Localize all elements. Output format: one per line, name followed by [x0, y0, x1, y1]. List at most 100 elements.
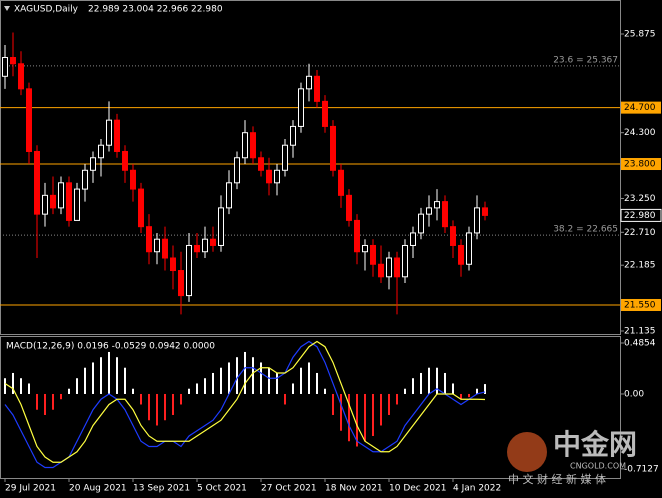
histogram-bar — [228, 362, 230, 394]
candle-body — [210, 238, 216, 246]
histogram-bar — [380, 393, 382, 426]
candle-body — [130, 169, 136, 190]
candle-body — [362, 244, 368, 253]
histogram-bar — [260, 362, 262, 394]
histogram-bar — [252, 357, 254, 394]
candle-body — [34, 150, 40, 215]
candle-body — [458, 244, 464, 265]
x-tick-label: 20 Aug 2021 — [69, 484, 127, 494]
candle-body — [418, 213, 424, 234]
candle-body — [346, 194, 352, 221]
candle-body — [90, 157, 96, 171]
y-tick-label: 21.135 — [624, 326, 656, 336]
histogram-bar — [188, 388, 190, 394]
histogram-bar — [444, 372, 446, 394]
candle-body — [82, 169, 88, 190]
histogram-bar — [44, 393, 46, 415]
candle-body — [18, 63, 24, 90]
histogram-bar — [356, 393, 358, 447]
histogram-bar — [436, 367, 438, 394]
candle-body — [170, 257, 176, 272]
candle-body — [378, 263, 384, 278]
histogram-bar — [220, 367, 222, 394]
fib-label: 38.2 = 22.665 — [553, 225, 618, 235]
x-tick-label: 27 Oct 2021 — [261, 484, 317, 494]
candle-body — [74, 188, 80, 221]
price-label: 22.980 — [624, 211, 656, 221]
histogram-bar — [268, 367, 270, 394]
candle-body — [338, 169, 344, 196]
histogram-bar — [332, 393, 334, 415]
histogram-bar — [476, 388, 478, 394]
slogan: 中 文 财 经 新 媒 体 — [508, 472, 606, 486]
histogram-bar — [484, 384, 486, 394]
candle-body — [106, 119, 112, 146]
histogram-bar — [28, 383, 30, 394]
histogram-bar — [292, 383, 294, 394]
x-tick-label: 4 Jan 2022 — [453, 484, 501, 494]
histogram-bar — [180, 393, 182, 405]
histogram-bar — [324, 388, 326, 394]
histogram-bar — [140, 393, 142, 405]
candle-body — [66, 182, 72, 221]
x-tick-label: 10 Dec 2021 — [389, 484, 447, 494]
histogram-bar — [196, 383, 198, 394]
histogram-bar — [420, 372, 422, 394]
y-tick-label: 0.00 — [624, 389, 644, 399]
candle-body — [154, 238, 160, 253]
histogram-bar — [84, 367, 86, 394]
candle-body — [218, 207, 224, 246]
candle-body — [2, 57, 8, 77]
histogram-bar — [100, 357, 102, 394]
level-label: 21.550 — [624, 300, 656, 310]
candle-body — [386, 257, 392, 278]
histogram-bar — [132, 388, 134, 394]
histogram-bar — [68, 388, 70, 394]
histogram-bar — [76, 378, 78, 394]
level-label: 23.800 — [624, 160, 656, 170]
histogram-bar — [124, 367, 126, 394]
x-tick-label: 29 Jul 2021 — [5, 484, 56, 494]
histogram-bar — [212, 372, 214, 394]
candle-body — [330, 125, 336, 171]
histogram-bar — [36, 393, 38, 410]
histogram-bar — [308, 362, 310, 394]
y-tick-label: 24.300 — [624, 128, 656, 138]
candle-body — [466, 232, 472, 265]
histogram-bar — [412, 378, 414, 394]
histogram-bar — [108, 351, 110, 394]
candle-body — [474, 207, 480, 234]
candle-body — [42, 194, 48, 215]
histogram-bar — [172, 393, 174, 415]
menu-icon[interactable] — [4, 6, 10, 11]
histogram-bar — [396, 393, 398, 405]
level-tag — [621, 158, 661, 171]
price-tag — [620, 208, 662, 222]
candle-body — [58, 182, 64, 209]
logo — [507, 432, 547, 472]
histogram-bar — [276, 372, 278, 394]
macd-line — [4, 340, 486, 463]
histogram-bar — [60, 393, 62, 400]
candle-body — [354, 219, 360, 253]
y-tick-label: 22.185 — [624, 261, 656, 271]
histogram-bar — [92, 362, 94, 394]
candle-body — [202, 238, 208, 253]
histogram-bar — [204, 378, 206, 394]
candle-body — [434, 201, 440, 209]
candle-body — [426, 207, 432, 215]
fib-label: 23.6 = 25.367 — [553, 55, 618, 65]
candle-body — [370, 244, 376, 265]
candle-body — [98, 144, 104, 159]
price-panel — [0, 0, 621, 335]
symbol: XAGUSD,Daily — [14, 5, 79, 15]
candle-body — [410, 232, 416, 246]
histogram-bar — [460, 393, 462, 400]
candle-body — [322, 100, 328, 127]
site: CNGOLD.COM — [570, 462, 626, 471]
candle-body — [274, 169, 280, 184]
y-tick-label: 0.4854 — [624, 338, 656, 348]
candle-body — [298, 88, 304, 127]
